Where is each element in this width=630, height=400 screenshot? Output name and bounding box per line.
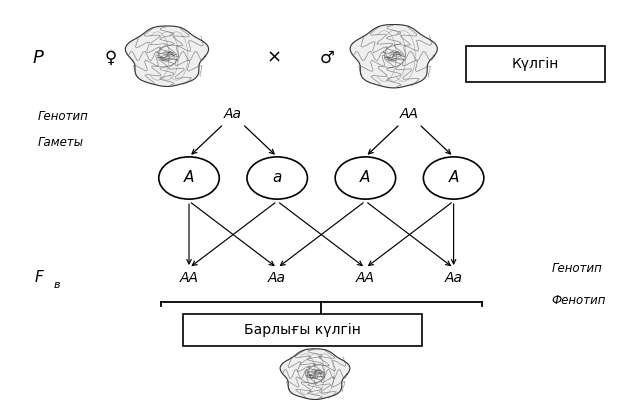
- Text: Генотип: Генотип: [38, 110, 89, 123]
- Text: AA: AA: [400, 107, 419, 121]
- Text: в: в: [54, 280, 60, 290]
- Text: ×: ×: [266, 49, 282, 67]
- Text: A: A: [360, 170, 370, 186]
- Text: Барлығы күлгін: Барлығы күлгін: [244, 323, 361, 337]
- Text: Фенотип: Фенотип: [551, 294, 605, 306]
- Text: Күлгін: Күлгін: [512, 57, 559, 71]
- Text: Aa: Aa: [445, 271, 462, 285]
- Text: F: F: [35, 270, 43, 286]
- Polygon shape: [280, 349, 350, 400]
- Text: P: P: [32, 49, 43, 67]
- Text: Aa: Aa: [268, 271, 286, 285]
- Text: AA: AA: [180, 271, 198, 285]
- Text: A: A: [184, 170, 194, 186]
- FancyBboxPatch shape: [466, 46, 605, 82]
- Polygon shape: [125, 26, 209, 86]
- FancyBboxPatch shape: [183, 314, 422, 346]
- Polygon shape: [350, 24, 437, 88]
- Text: Aa: Aa: [224, 107, 242, 121]
- Text: a: a: [273, 170, 282, 186]
- Text: ♀: ♀: [104, 49, 117, 67]
- Text: ♂: ♂: [320, 49, 335, 67]
- Text: Генотип: Генотип: [551, 262, 602, 274]
- Text: AA: AA: [356, 271, 375, 285]
- Text: A: A: [449, 170, 459, 186]
- Text: Гаметы: Гаметы: [38, 136, 84, 149]
